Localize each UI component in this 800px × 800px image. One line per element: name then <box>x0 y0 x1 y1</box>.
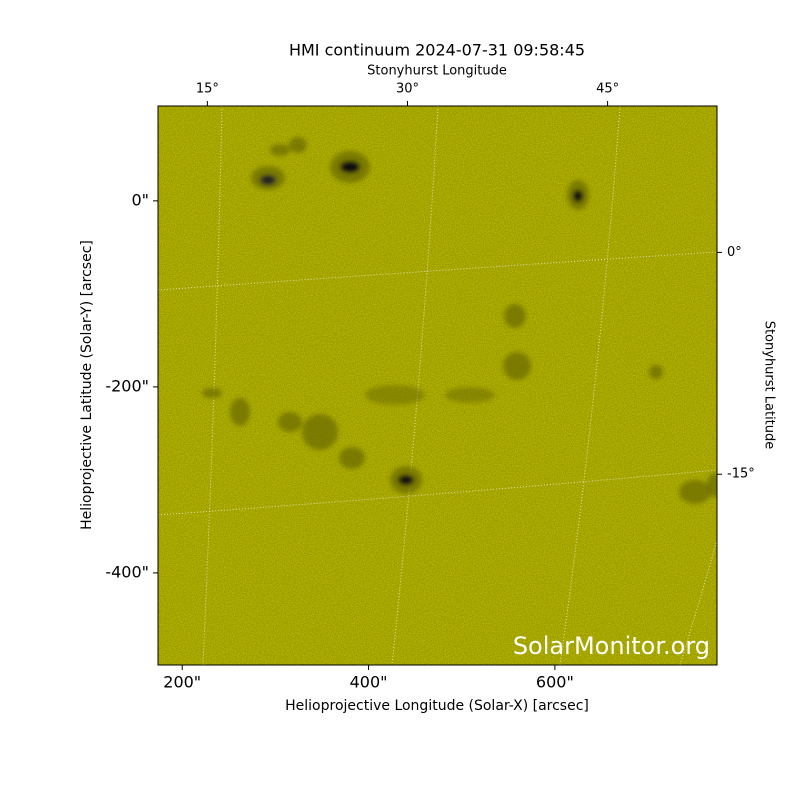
x-tick-label: 200" <box>163 673 201 692</box>
x-tick-label: 400" <box>350 673 388 692</box>
y-tick-label: -400" <box>105 562 149 581</box>
y-tick-label: -200" <box>105 376 149 395</box>
graticule <box>158 106 717 665</box>
x2-tick-label: 30° <box>396 82 419 97</box>
x2-tick-label: 45° <box>596 82 619 97</box>
y-label: Helioprojective Latitude (Solar-Y) [arcs… <box>79 240 95 530</box>
y2-tick-label: -15° <box>727 467 755 482</box>
x2-tick-label: 15° <box>196 82 219 97</box>
x2-label: Stonyhurst Longitude <box>367 64 507 79</box>
chart-title: HMI continuum 2024-07-31 09:58:45 <box>289 41 585 60</box>
texture <box>158 106 717 665</box>
image <box>158 106 717 665</box>
x-label: Helioprojective Longitude (Solar-X) [arc… <box>285 698 589 714</box>
y2-tick-label: 0° <box>727 245 742 260</box>
y2-label: Stonyhurst Latitude <box>762 321 777 450</box>
y-tick-label: 0" <box>131 190 149 209</box>
frame <box>157 105 718 666</box>
x-tick-label: 600" <box>536 673 574 692</box>
watermark: SolarMonitor.org <box>513 632 710 660</box>
sunspots <box>202 137 717 504</box>
